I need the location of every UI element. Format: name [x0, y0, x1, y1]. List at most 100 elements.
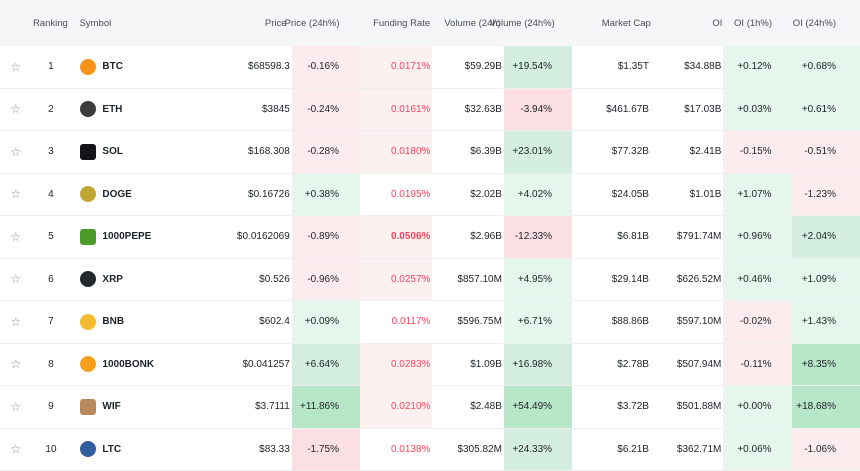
volume-change-24h: +16.98%	[504, 344, 572, 386]
symbol-label: SOL	[102, 146, 123, 157]
volume-24h: $6.39B	[432, 131, 503, 173]
favorite-star-icon[interactable]: ☆	[0, 46, 32, 88]
price: $168.308	[173, 131, 292, 173]
header-oi-24h[interactable]: OI (24h%)	[792, 18, 860, 29]
symbol-label: DOGE	[102, 189, 131, 200]
symbol-cell[interactable]: 1000BONK	[70, 344, 173, 386]
rank: 8	[32, 344, 71, 386]
price: $0.0162069	[173, 216, 292, 258]
favorite-star-icon[interactable]: ☆	[0, 259, 32, 301]
symbol-label: LTC	[102, 444, 121, 455]
volume-24h: $2.02B	[432, 174, 503, 216]
favorite-star-icon[interactable]: ☆	[0, 301, 32, 343]
volume-change-24h: +54.49%	[504, 386, 572, 428]
price-change-24h: +11.86%	[292, 386, 360, 428]
symbol-cell[interactable]: SOL	[70, 131, 173, 173]
rank: 5	[32, 216, 71, 258]
header-ranking[interactable]: Ranking	[31, 18, 69, 29]
symbol-label: XRP	[102, 274, 123, 285]
oi-change-1h: +0.06%	[723, 429, 791, 471]
oi-change-24h: +18.68%	[792, 386, 860, 428]
market-cap: $2.78B	[572, 344, 651, 386]
oi-change-24h: +1.43%	[792, 301, 860, 343]
bnb-icon	[80, 314, 96, 330]
price: $0.041257	[173, 344, 292, 386]
open-interest: $17.03B	[651, 89, 723, 131]
open-interest: $501.88M	[651, 386, 723, 428]
header-symbol[interactable]: Symbol	[70, 18, 172, 29]
volume-change-24h: -3.94%	[504, 89, 572, 131]
oi-change-24h: -1.06%	[792, 429, 860, 471]
rank: 7	[32, 301, 71, 343]
open-interest: $791.74M	[651, 216, 723, 258]
symbol-cell[interactable]: LTC	[70, 429, 173, 471]
oi-change-1h: +0.96%	[723, 216, 791, 258]
price-change-24h: -0.96%	[292, 259, 360, 301]
header-oi-1h[interactable]: OI (1h%)	[724, 18, 792, 29]
favorite-star-icon[interactable]: ☆	[0, 131, 32, 173]
xrp-icon	[80, 271, 96, 287]
market-cap: $77.32B	[572, 131, 651, 173]
symbol-label: WIF	[102, 401, 120, 412]
volume-24h: $305.82M	[432, 429, 503, 471]
volume-24h: $596.75M	[432, 301, 503, 343]
oi-change-24h: -1.23%	[792, 174, 860, 216]
price-change-24h: +0.38%	[292, 174, 360, 216]
favorite-star-icon[interactable]: ☆	[0, 344, 32, 386]
header-oi[interactable]: OI	[653, 18, 725, 29]
price-change-24h: +6.64%	[292, 344, 360, 386]
oi-change-1h: +0.46%	[723, 259, 791, 301]
price-change-24h: +0.09%	[292, 301, 360, 343]
header-price-24h[interactable]: Price (24h%)	[289, 18, 361, 29]
favorite-star-icon[interactable]: ☆	[0, 89, 32, 131]
oi-change-1h: +0.03%	[723, 89, 791, 131]
price: $0.16726	[173, 174, 292, 216]
favorite-star-icon[interactable]: ☆	[0, 174, 32, 216]
oi-change-1h: +0.12%	[723, 46, 791, 88]
price-change-24h: -1.75%	[292, 429, 360, 471]
symbol-cell[interactable]: BNB	[70, 301, 173, 343]
symbol-label: 1000PEPE	[102, 231, 151, 242]
price: $68598.3	[173, 46, 292, 88]
header-market-cap[interactable]: Market Cap	[575, 18, 653, 29]
price: $602.4	[173, 301, 292, 343]
symbol-label: 1000BONK	[102, 359, 154, 370]
open-interest: $1.01B	[651, 174, 723, 216]
oi-change-24h: +1.09%	[792, 259, 860, 301]
solana-icon	[80, 144, 96, 160]
oi-change-1h: -0.02%	[723, 301, 791, 343]
oi-change-24h: -0.51%	[792, 131, 860, 173]
market-cap: $461.67B	[572, 89, 651, 131]
rank: 3	[32, 131, 71, 173]
rank: 9	[32, 386, 71, 428]
favorite-star-icon[interactable]: ☆	[0, 216, 32, 258]
symbol-cell[interactable]: DOGE	[70, 174, 173, 216]
favorite-star-icon[interactable]: ☆	[0, 429, 32, 471]
symbol-cell[interactable]: 1000PEPE	[70, 216, 173, 258]
symbol-cell[interactable]: XRP	[70, 259, 173, 301]
symbol-cell[interactable]: BTC	[70, 46, 173, 88]
price: $3845	[173, 89, 292, 131]
header-price[interactable]: Price	[171, 18, 288, 29]
symbol-cell[interactable]: ETH	[70, 89, 173, 131]
header-funding-rate[interactable]: Funding Rate	[361, 18, 433, 29]
symbol-cell[interactable]: WIF	[70, 386, 173, 428]
bonk-icon	[80, 356, 96, 372]
symbol-label: BTC	[102, 61, 123, 72]
favorite-star-icon[interactable]: ☆	[0, 386, 32, 428]
header-volume-24h[interactable]: Volume (24h%)	[503, 18, 575, 29]
dogwifhat-icon	[80, 399, 96, 415]
funding-rate: 0.0117%	[360, 301, 432, 343]
funding-rate: 0.0283%	[360, 344, 432, 386]
